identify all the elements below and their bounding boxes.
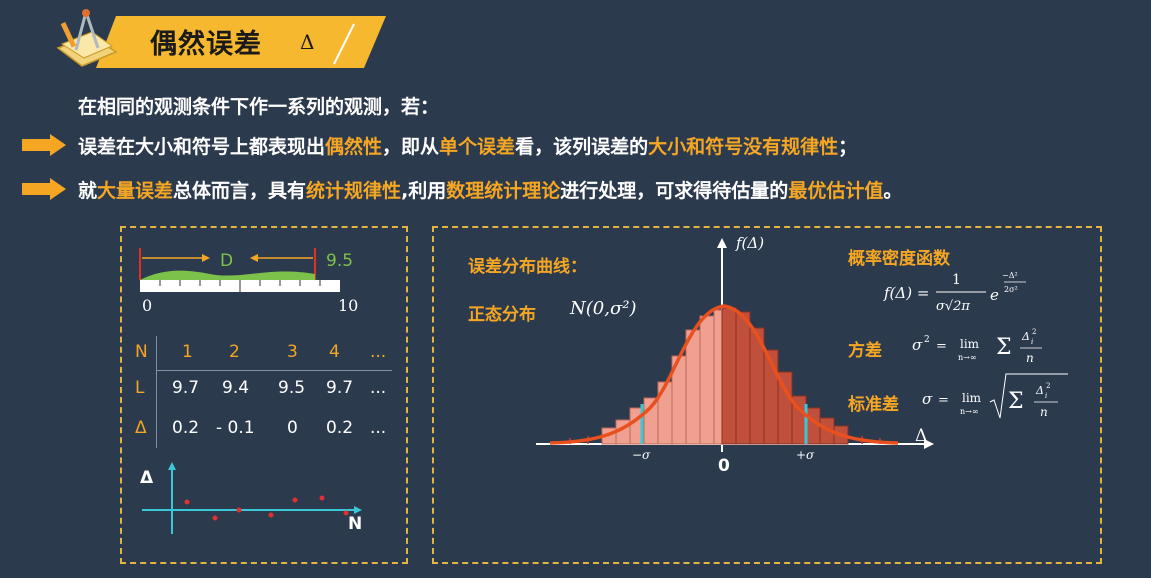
normal-distribution-label: 正态分布 bbox=[468, 305, 536, 325]
table-cell: 0.2 bbox=[326, 418, 354, 438]
drafting-compass-icon bbox=[56, 9, 118, 67]
bullet-1-highlight: 偶然性 bbox=[325, 136, 383, 158]
title-banner bbox=[96, 16, 386, 68]
svg-text:−Δ²: −Δ² bbox=[1002, 271, 1018, 280]
svg-text:=: = bbox=[936, 339, 947, 354]
bullet-2-text: 进行处理，可求得待估量的 bbox=[560, 180, 789, 202]
svg-text:lim: lim bbox=[960, 337, 980, 351]
svg-text:Σ: Σ bbox=[1008, 389, 1024, 414]
svg-text:2: 2 bbox=[924, 335, 930, 345]
svg-text:Δ: Δ bbox=[1035, 384, 1044, 397]
bullet-2-highlight: 统计规律性 bbox=[306, 180, 402, 202]
bullet-2-highlight: 最优估计值 bbox=[788, 180, 884, 202]
bullet-1-text: 误差在大小和符号上都表现出 bbox=[78, 136, 326, 158]
svg-text:2σ²: 2σ² bbox=[1004, 285, 1018, 294]
svg-text:i: i bbox=[1045, 392, 1047, 400]
arrow-right-icon bbox=[22, 134, 66, 156]
variance-formula: σ 2 = lim n→∞ Σ Δ i 2 n bbox=[912, 328, 1042, 365]
bullet-2-highlight: 大量误差 bbox=[97, 180, 174, 202]
svg-text:=: = bbox=[938, 393, 949, 408]
table-cell: 0 bbox=[287, 418, 298, 438]
bullet-1-highlight: 大小和符号没有规律性 bbox=[648, 136, 839, 158]
page-title: 偶然误差 bbox=[150, 29, 262, 60]
svg-text:σ: σ bbox=[912, 336, 923, 354]
table-row-label-delta: Δ bbox=[135, 418, 147, 438]
tick-zero: 0 bbox=[718, 456, 730, 476]
svg-text:2: 2 bbox=[1046, 382, 1050, 390]
bullet-2-text: 。 bbox=[883, 180, 903, 202]
left-panel bbox=[120, 226, 408, 564]
std-deviation-formula: σ = lim n→∞ Σ Δ i 2 n bbox=[922, 373, 1068, 419]
table-cell: 0.2 bbox=[172, 418, 200, 438]
error-scatter-plot bbox=[142, 462, 362, 534]
svg-text:1: 1 bbox=[952, 272, 961, 288]
table-header-cell: 3 bbox=[287, 342, 298, 362]
ruler-diagram bbox=[139, 248, 340, 292]
bullet-1-text: ，即从 bbox=[382, 136, 440, 158]
tick-minus-sigma: −σ bbox=[632, 448, 651, 462]
bullet-1-highlight: 单个误差 bbox=[439, 136, 516, 158]
std-deviation-label: 标准差 bbox=[848, 395, 899, 415]
table-header-cell: 1 bbox=[182, 342, 193, 362]
scatter-x-axis-label: N bbox=[348, 514, 363, 534]
bullet-2-highlight: 数理统计理论 bbox=[446, 180, 561, 202]
variance-label: 方差 bbox=[848, 341, 882, 361]
svg-text:lim: lim bbox=[962, 391, 982, 405]
bullet-1: 误差在大小和符号上都表现出偶然性，即从单个误差看，该列误差的大小和符号没有规律性… bbox=[78, 132, 857, 159]
table-row-label-l: L bbox=[135, 378, 145, 398]
table-header-cell: 4 bbox=[329, 342, 340, 362]
svg-text:Δ: Δ bbox=[1021, 330, 1030, 343]
table-divider bbox=[156, 336, 157, 448]
svg-text:f(Δ) =: f(Δ) = bbox=[883, 284, 929, 302]
svg-text:n→∞: n→∞ bbox=[958, 353, 977, 362]
table-row-label-n: N bbox=[135, 342, 148, 362]
bullet-2-text: 总体而言，具有 bbox=[173, 180, 307, 202]
table-divider bbox=[156, 370, 392, 371]
svg-text:σ√2π: σ√2π bbox=[936, 299, 970, 314]
svg-text:e: e bbox=[990, 286, 999, 304]
svg-text:n→∞: n→∞ bbox=[960, 407, 979, 416]
x-axis-label: Δ bbox=[915, 426, 928, 446]
right-panel bbox=[432, 226, 1102, 564]
table-cell: 9.7 bbox=[172, 378, 200, 398]
pdf-formula: f(Δ) = 1 σ√2π e −Δ² 2σ² bbox=[883, 271, 1026, 314]
svg-text:n: n bbox=[1040, 405, 1048, 419]
table-cell: ... bbox=[370, 418, 387, 438]
ruler-end-label: 10 bbox=[338, 296, 359, 315]
table-cell: 9.7 bbox=[326, 378, 354, 398]
svg-text:Σ: Σ bbox=[996, 335, 1012, 360]
svg-text:2: 2 bbox=[1032, 328, 1036, 336]
scatter-y-axis-label: Δ bbox=[140, 468, 154, 488]
bullet-2-text: 就 bbox=[78, 180, 98, 202]
table-cell: 9.4 bbox=[222, 378, 250, 398]
bullet-1-text: 看，该列误差的 bbox=[515, 136, 649, 158]
table-cell: ... bbox=[370, 378, 387, 398]
ruler-distance-label: D bbox=[220, 251, 234, 271]
ruler-value-label: 9.5 bbox=[326, 251, 354, 271]
bullet-1-text: ； bbox=[838, 136, 858, 158]
normal-formula: N(0,σ²) bbox=[570, 298, 637, 319]
y-axis-label: f(Δ) bbox=[736, 234, 765, 252]
svg-text:σ: σ bbox=[922, 390, 933, 408]
curve-title: 误差分布曲线： bbox=[468, 257, 587, 277]
title-delta-symbol: Δ bbox=[300, 30, 315, 54]
table-header-cell: ... bbox=[370, 342, 387, 362]
svg-text:n: n bbox=[1026, 351, 1034, 365]
table-cell: - 0.1 bbox=[216, 418, 255, 438]
svg-text:i: i bbox=[1031, 338, 1033, 346]
table-header-cell: 2 bbox=[229, 342, 240, 362]
arrow-right-icon bbox=[22, 178, 66, 200]
intro-text: 在相同的观测条件下作一系列的观测，若： bbox=[78, 96, 440, 118]
pdf-title: 概率密度函数 bbox=[848, 249, 950, 269]
bullet-2: 就大量误差总体而言，具有统计规律性,利用数理统计理论进行处理，可求得待估量的最优… bbox=[78, 176, 902, 203]
ruler-start-label: 0 bbox=[142, 296, 153, 315]
normal-distribution-chart bbox=[536, 238, 934, 452]
table-cell: 9.5 bbox=[278, 378, 306, 398]
bullet-2-text: ,利用 bbox=[401, 180, 447, 202]
tick-plus-sigma: +σ bbox=[796, 448, 815, 462]
